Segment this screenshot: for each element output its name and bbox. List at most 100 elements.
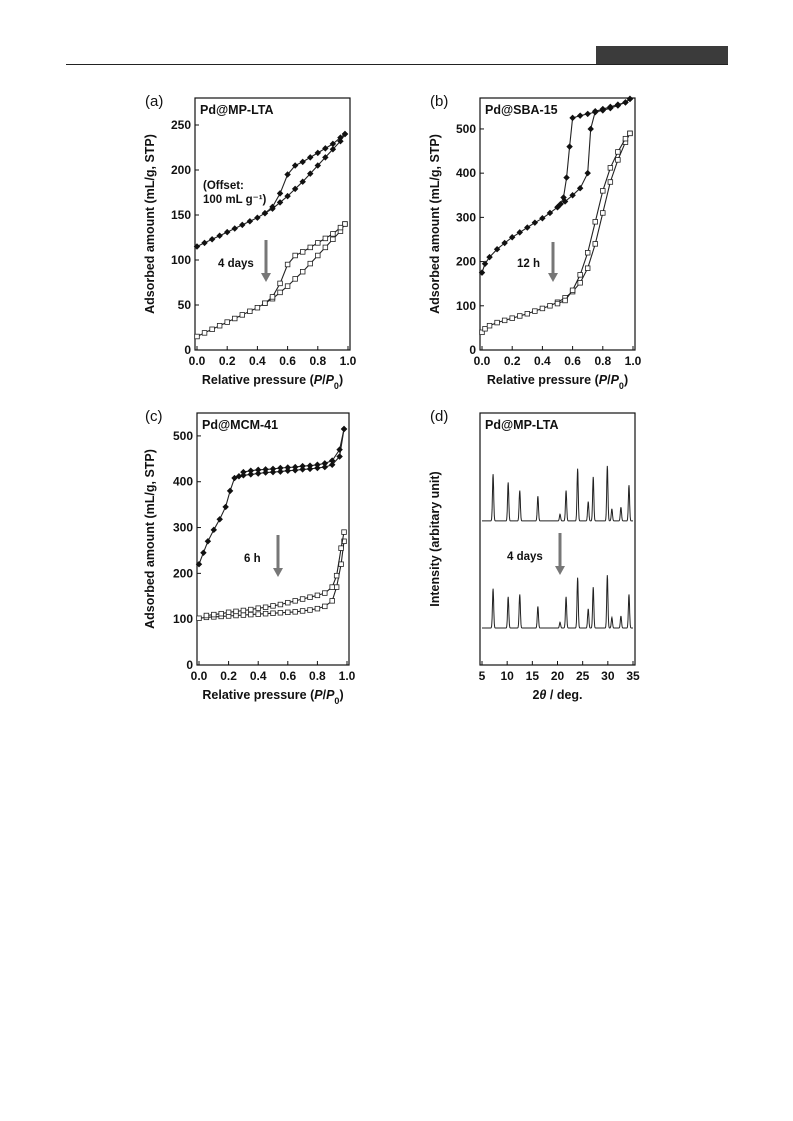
data-point [486,322,493,329]
data-point [276,199,284,206]
series-1-desorption [240,425,348,476]
x-tick-label: 30 [601,669,615,683]
data-point [307,594,313,600]
data-point [547,303,553,309]
x-axis-label: 2θ / deg. [532,688,582,702]
chart-panel-c: (c) Pd@MCM-41 0.0 0.2 0.4 0.6 0.8 1.0 0 100 200 300… [143,408,356,706]
data-point [607,104,614,112]
series-3-desorption [262,221,348,306]
data-point [291,185,299,193]
series-3-desorption [203,529,347,619]
data-point [307,260,313,267]
x-tick-label: 0.4 [534,354,551,368]
x-tick-label: 0.8 [309,354,326,368]
arrow-head [555,566,565,575]
data-point [248,611,254,618]
data-point [328,461,336,468]
data-point [285,609,291,616]
y-tick-label: 100 [173,612,193,626]
data-point [204,538,212,545]
data-point [577,280,583,286]
data-point [299,462,306,470]
data-point [342,221,348,227]
data-point [329,584,335,590]
data-point [330,236,336,242]
x-axis-label-part: P [611,373,620,387]
data-point [333,572,340,579]
data-point [277,610,284,616]
annotation-offset-value: 100 mL g⁻¹) [203,194,267,206]
data-point [239,221,246,229]
data-point [247,471,255,478]
data-point [307,607,313,613]
xrd-trace [482,465,633,522]
series-line [198,541,345,619]
data-point [262,466,269,473]
data-point [307,170,314,177]
panel-label: (c) [145,408,163,425]
x-axis-label-part: / [322,373,326,387]
data-point [599,107,607,114]
x-tick-label: 0.6 [279,669,296,683]
x-axis-label-part: 2 [532,688,539,702]
x-axis-label-part: Relative pressure ( [487,373,600,387]
data-point [600,188,606,194]
data-point [600,210,606,216]
data-point [479,329,485,336]
sample-name: Pd@MP-LTA [200,103,274,117]
plot-frame [194,97,351,351]
x-axis-label-part: P [314,373,323,387]
data-point [615,157,621,163]
data-point [531,219,539,226]
data-point [321,460,329,467]
data-point [554,300,561,307]
data-point [614,102,622,109]
data-point [269,294,276,300]
data-point [209,326,215,332]
x-axis-label-part: / [607,373,611,387]
x-axis-label-part: θ [539,688,546,702]
x-axis-label-part: / deg. [546,688,582,702]
data-point [254,214,261,221]
data-point [322,244,329,251]
y-tick-label: 200 [173,566,193,580]
data-point [276,190,284,197]
data-point [299,249,306,255]
data-point [509,315,515,321]
data-point [478,269,486,276]
x-tick-label: 0.8 [309,669,326,683]
data-point [223,228,231,236]
x-tick-label: 1.0 [339,669,356,683]
x-axis-label-part: 0 [619,381,624,391]
data-point [494,319,500,326]
data-point [201,330,208,336]
y-tick-label: 100 [171,253,191,267]
data-point [247,308,253,314]
data-point [322,154,329,161]
x-tick-label: 0.8 [594,354,611,368]
y-tick-label: 150 [171,208,191,222]
data-point [208,236,216,243]
data-point [292,598,298,604]
data-point [270,610,276,616]
data-point [341,538,347,544]
x-axis-label: Relative pressure (P/P0) [202,373,343,391]
data-point [562,297,568,304]
data-point [218,610,224,617]
data-point [200,549,207,556]
data-point [247,467,255,474]
data-point [240,612,247,618]
data-point [194,333,200,340]
data-point [341,130,349,138]
x-tick-label: 35 [626,669,640,683]
data-point [539,215,546,222]
data-point [232,315,238,322]
plot-frame [479,97,636,351]
data-point [338,561,344,567]
data-point [330,231,336,237]
x-tick-label: 1.0 [340,354,357,368]
chart-panel-a: (a) Pd@MP-LTA 0.0 0.2 0.4 0.6 0.8 1.0 0 50 100 150 2… [143,93,357,391]
data-point [539,305,546,312]
x-tick-label: 0.2 [219,354,236,368]
x-axis-label-part: 0 [334,381,339,391]
